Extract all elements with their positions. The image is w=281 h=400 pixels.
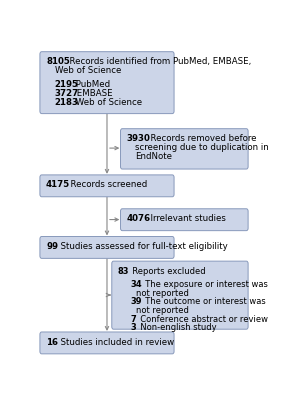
Text: Records identified from PubMed, EMBASE,: Records identified from PubMed, EMBASE, <box>64 57 252 66</box>
FancyBboxPatch shape <box>121 209 248 231</box>
Text: Web of Science: Web of Science <box>73 98 142 107</box>
Text: not reported: not reported <box>136 306 189 315</box>
Text: Reports excluded: Reports excluded <box>127 267 205 276</box>
Text: 39: 39 <box>131 298 142 306</box>
Text: 8105: 8105 <box>46 57 70 66</box>
Text: Studies included in review: Studies included in review <box>55 338 175 346</box>
FancyBboxPatch shape <box>40 52 174 114</box>
FancyBboxPatch shape <box>40 175 174 197</box>
Text: EndNote: EndNote <box>135 152 172 161</box>
Text: Records removed before: Records removed before <box>145 134 257 143</box>
Text: 83: 83 <box>118 267 129 276</box>
Text: 2195: 2195 <box>55 80 79 89</box>
Text: 16: 16 <box>46 338 58 346</box>
Text: 3930: 3930 <box>126 134 150 143</box>
Text: The exposure or interest was: The exposure or interest was <box>140 280 268 289</box>
Text: not reported: not reported <box>136 289 189 298</box>
Text: 34: 34 <box>131 280 142 289</box>
FancyBboxPatch shape <box>40 236 174 258</box>
Text: 2183: 2183 <box>55 98 79 107</box>
FancyBboxPatch shape <box>40 332 174 354</box>
Text: 4076: 4076 <box>126 214 151 223</box>
Text: 4175: 4175 <box>46 180 70 190</box>
Text: PubMed: PubMed <box>73 80 110 89</box>
Text: Non-english study: Non-english study <box>135 324 217 332</box>
Text: Conference abstract or review: Conference abstract or review <box>135 315 268 324</box>
Text: 3: 3 <box>131 324 136 332</box>
Text: Records screened: Records screened <box>65 180 147 190</box>
Text: 99: 99 <box>46 242 58 251</box>
Text: Studies assessed for full-text eligibility: Studies assessed for full-text eligibili… <box>55 242 228 251</box>
Text: Web of Science: Web of Science <box>55 66 121 75</box>
FancyBboxPatch shape <box>112 261 248 329</box>
Text: screening due to duplication in: screening due to duplication in <box>135 143 269 152</box>
Text: The outcome or interest was: The outcome or interest was <box>140 298 265 306</box>
Text: 7: 7 <box>131 315 136 324</box>
Text: 3727: 3727 <box>55 89 79 98</box>
Text: Irrelevant studies: Irrelevant studies <box>145 214 226 223</box>
FancyBboxPatch shape <box>121 129 248 169</box>
Text: EMBASE: EMBASE <box>74 89 112 98</box>
